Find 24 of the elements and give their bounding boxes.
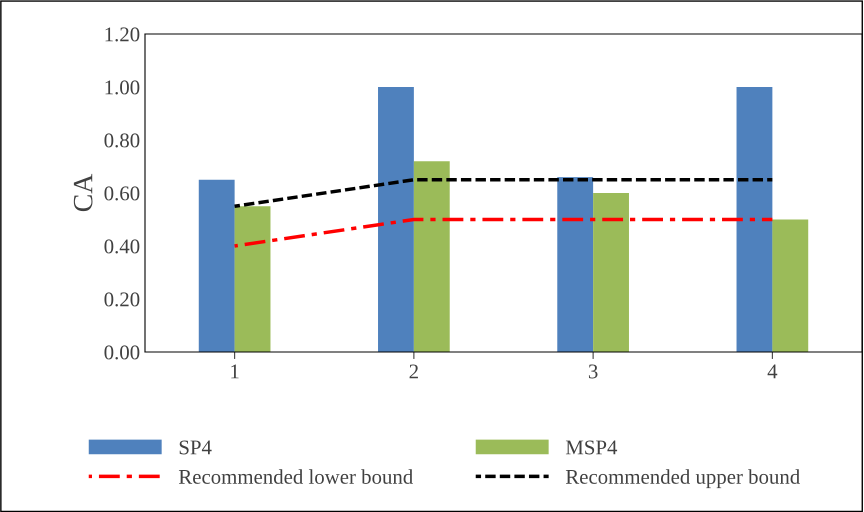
y-tick-label: 0.60	[104, 186, 140, 201]
bar	[593, 193, 629, 352]
x-tick-label: 3	[588, 364, 598, 378]
bar	[234, 206, 270, 352]
legend-label: SP4	[180, 440, 212, 454]
y-tick-label: 0.40	[104, 239, 140, 254]
bar	[414, 161, 450, 352]
legend-label: Recommended upper bound	[566, 469, 800, 488]
x-tick-label: 2	[410, 364, 418, 378]
bar	[557, 177, 594, 352]
y-tick-label: 0.20	[104, 292, 140, 307]
bar	[772, 220, 808, 352]
x-tick-label: 1	[231, 364, 239, 378]
y-tick-label: 1.20	[106, 27, 140, 42]
legend-label: MSP4	[566, 440, 618, 454]
y-tick-label: 1.00	[106, 80, 140, 95]
bar	[378, 87, 414, 352]
y-axis-title: CA	[74, 174, 92, 212]
bar	[198, 180, 235, 352]
bar	[736, 87, 772, 352]
legend-label: Recommended lower bound	[178, 469, 413, 484]
y-tick-label: 0.00	[104, 345, 140, 360]
x-tick-label: 4	[768, 364, 778, 378]
y-tick-label: 0.80	[104, 133, 140, 148]
